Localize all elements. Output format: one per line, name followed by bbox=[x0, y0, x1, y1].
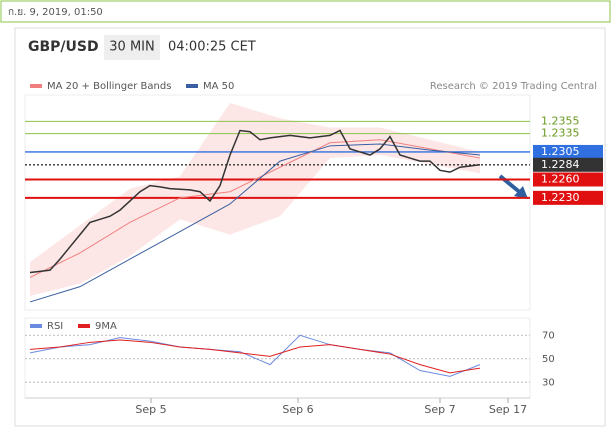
rsi-tick-label: 50 bbox=[542, 354, 555, 365]
level-label: 1.2305 bbox=[541, 145, 580, 158]
price-line bbox=[29, 129, 481, 274]
price-area bbox=[24, 94, 531, 311]
date: ก.ย. 9, 2019, 01:50 bbox=[8, 7, 103, 18]
level-box bbox=[533, 190, 603, 205]
rsi-tick-label: 30 bbox=[542, 377, 555, 388]
level-label: 1.2260 bbox=[541, 172, 580, 185]
time: 04:00:25 CET bbox=[168, 40, 256, 55]
legend-swatch bbox=[78, 324, 90, 328]
legend-swatch bbox=[186, 84, 198, 88]
legend-label: MA 20 + Bollinger Bands bbox=[47, 81, 171, 92]
level-label: 1.2335 bbox=[541, 127, 580, 140]
interval-box bbox=[104, 35, 160, 60]
legend-swatch bbox=[30, 324, 42, 328]
level-box bbox=[533, 172, 603, 187]
legend-label: 9MA bbox=[95, 321, 117, 332]
ma-line bbox=[29, 143, 481, 303]
interval: 30 MIN bbox=[109, 40, 154, 55]
x-tick-label: Sep 5 bbox=[135, 403, 166, 416]
ma-line bbox=[29, 139, 481, 278]
bollinger-band bbox=[30, 102, 480, 296]
chart-title: GBP/USD bbox=[28, 39, 99, 55]
level-label: 1.2355 bbox=[541, 114, 580, 127]
level-label: 1.2230 bbox=[541, 191, 580, 204]
legend-swatch bbox=[30, 84, 42, 88]
rsi-tick-label: 70 bbox=[542, 330, 555, 341]
level-label: 1.2284 bbox=[541, 158, 580, 171]
rsi-line bbox=[29, 339, 481, 374]
date-bar bbox=[0, 0, 611, 23]
arrow-head bbox=[514, 186, 528, 199]
x-tick-label: Sep 7 bbox=[424, 403, 455, 416]
level-box bbox=[533, 157, 603, 172]
x-tick-label: Sep 6 bbox=[282, 403, 313, 416]
x-tick-label: Sep 17 bbox=[489, 403, 527, 416]
legend-label: MA 50 bbox=[203, 81, 234, 92]
credit: Research © 2019 Trading Central bbox=[430, 81, 597, 92]
level-box bbox=[533, 144, 603, 159]
legend-label: RSI bbox=[47, 321, 63, 332]
